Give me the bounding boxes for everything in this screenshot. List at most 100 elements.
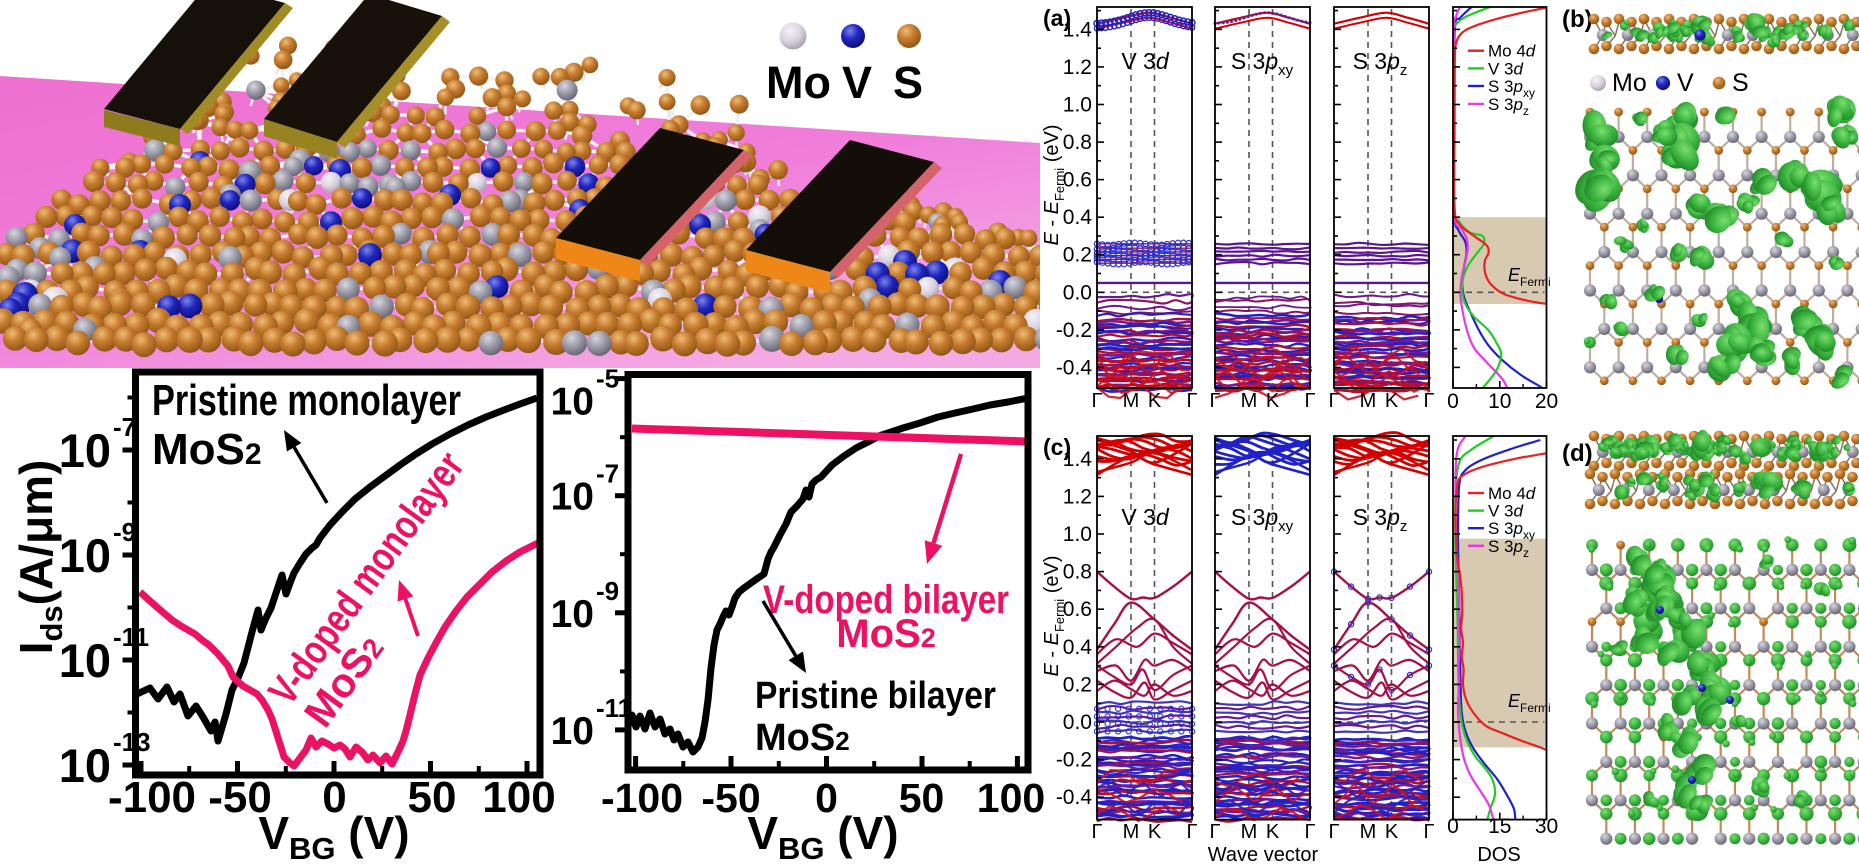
svg-text:Γ: Γ — [1091, 821, 1102, 843]
svg-text:20: 20 — [1535, 390, 1558, 413]
svg-text:0.8: 0.8 — [1063, 131, 1092, 154]
svg-text:Γ: Γ — [1423, 390, 1434, 412]
svg-text:M: M — [1360, 390, 1377, 412]
svg-text:-11: -11 — [113, 622, 149, 652]
svg-text:0: 0 — [1447, 815, 1459, 838]
svg-text:(b): (b) — [1562, 6, 1593, 33]
svg-text:-0.2: -0.2 — [1056, 749, 1092, 772]
svg-text:M: M — [1123, 821, 1140, 843]
svg-text:1.2: 1.2 — [1063, 56, 1092, 79]
svg-text:M: M — [1123, 390, 1140, 412]
svg-text:MoS2: MoS2 — [836, 612, 935, 656]
svg-text:K: K — [1148, 390, 1162, 412]
svg-text:MoS2: MoS2 — [152, 425, 262, 474]
svg-text:0.8: 0.8 — [1063, 561, 1092, 584]
svg-text:10: 10 — [59, 634, 111, 687]
svg-text:Mo 4d: Mo 4d — [1488, 484, 1536, 503]
svg-text:M: M — [1241, 821, 1258, 843]
svg-text:K: K — [1266, 390, 1280, 412]
svg-text:Γ: Γ — [1091, 390, 1102, 412]
svg-text:0.2: 0.2 — [1063, 673, 1092, 696]
svg-text:1.2: 1.2 — [1063, 485, 1092, 508]
svg-text:-9: -9 — [113, 517, 136, 547]
svg-text:Pristine monolayer: Pristine monolayer — [152, 376, 461, 425]
svg-text:VBG (V): VBG (V) — [747, 807, 898, 866]
svg-text:V: V — [1677, 69, 1694, 97]
svg-text:Γ: Γ — [1209, 821, 1220, 843]
svg-text:-100: -100 — [108, 773, 196, 822]
svg-text:S: S — [1732, 69, 1749, 97]
svg-text:-0.2: -0.2 — [1056, 319, 1092, 342]
svg-text:S: S — [893, 57, 923, 108]
svg-text:V 3d: V 3d — [1121, 504, 1170, 530]
svg-text:-7: -7 — [113, 412, 136, 442]
svg-text:50: 50 — [408, 773, 457, 822]
svg-text:-0.4: -0.4 — [1056, 356, 1093, 379]
svg-text:10: 10 — [59, 529, 111, 582]
svg-text:0.4: 0.4 — [1063, 206, 1093, 229]
svg-text:100: 100 — [482, 773, 555, 822]
svg-text:M: M — [1360, 821, 1377, 843]
svg-text:S 3pz: S 3pz — [1353, 504, 1408, 535]
svg-text:-50: -50 — [701, 775, 760, 821]
svg-text:0.0: 0.0 — [1063, 711, 1092, 734]
svg-text:V: V — [842, 57, 872, 108]
svg-text:-13: -13 — [113, 727, 151, 757]
svg-text:10: 10 — [551, 710, 594, 753]
svg-text:(c): (c) — [1043, 434, 1071, 460]
svg-text:-0.4: -0.4 — [1056, 786, 1093, 809]
svg-text:1.4: 1.4 — [1063, 448, 1093, 471]
svg-text:-100: -100 — [601, 775, 683, 821]
svg-text:-7: -7 — [596, 459, 619, 489]
svg-text:K: K — [1385, 821, 1399, 843]
svg-text:Γ: Γ — [1304, 821, 1315, 843]
svg-text:Γ: Γ — [1186, 390, 1197, 412]
svg-text:S 3pz: S 3pz — [1488, 95, 1529, 118]
svg-text:Pristine bilayer: Pristine bilayer — [755, 675, 996, 717]
svg-text:Wave vector: Wave vector — [1208, 844, 1319, 866]
svg-text:MoS2: MoS2 — [755, 717, 850, 759]
svg-text:0.2: 0.2 — [1063, 244, 1092, 267]
svg-text:V 3d: V 3d — [1488, 59, 1524, 78]
svg-text:Γ: Γ — [1328, 821, 1339, 843]
svg-text:0.6: 0.6 — [1063, 169, 1092, 192]
svg-text:10: 10 — [551, 381, 594, 424]
svg-text:0: 0 — [815, 775, 838, 821]
svg-text:Γ: Γ — [1423, 821, 1434, 843]
svg-text:Γ: Γ — [1186, 821, 1197, 843]
svg-text:S 3pz: S 3pz — [1353, 48, 1408, 79]
svg-text:-9: -9 — [596, 576, 619, 606]
svg-text:-50: -50 — [208, 773, 272, 822]
svg-text:0: 0 — [1447, 390, 1459, 413]
svg-text:-11: -11 — [596, 693, 632, 723]
svg-text:10: 10 — [59, 739, 111, 792]
svg-text:100: 100 — [977, 775, 1045, 821]
svg-text:Mo 4d: Mo 4d — [1488, 42, 1536, 61]
svg-text:10: 10 — [551, 476, 594, 519]
svg-text:10: 10 — [59, 424, 111, 477]
svg-text:Γ: Γ — [1328, 390, 1339, 412]
svg-text:50: 50 — [899, 775, 945, 821]
svg-text:0: 0 — [322, 773, 346, 822]
svg-text:Γ: Γ — [1209, 390, 1220, 412]
svg-text:Mo: Mo — [766, 57, 831, 108]
svg-text:K: K — [1148, 821, 1162, 843]
svg-text:(a): (a) — [1043, 5, 1071, 31]
svg-text:(d): (d) — [1562, 440, 1593, 467]
svg-text:10: 10 — [551, 593, 594, 636]
svg-text:V-doped bilayer: V-doped bilayer — [763, 578, 1009, 622]
svg-text:1.0: 1.0 — [1063, 523, 1092, 546]
svg-text:K: K — [1385, 390, 1399, 412]
svg-text:10: 10 — [1488, 390, 1511, 413]
svg-text:DOS: DOS — [1477, 844, 1520, 866]
svg-text:Mo: Mo — [1612, 69, 1647, 97]
svg-text:1.0: 1.0 — [1063, 94, 1092, 117]
svg-text:S 3pz: S 3pz — [1488, 537, 1529, 560]
svg-text:M: M — [1241, 390, 1258, 412]
svg-text:0.4: 0.4 — [1063, 636, 1093, 659]
svg-text:15: 15 — [1488, 815, 1511, 838]
svg-text:K: K — [1266, 821, 1280, 843]
svg-text:0.6: 0.6 — [1063, 598, 1092, 621]
svg-text:-5: -5 — [596, 364, 619, 394]
svg-text:V 3d: V 3d — [1488, 502, 1524, 521]
